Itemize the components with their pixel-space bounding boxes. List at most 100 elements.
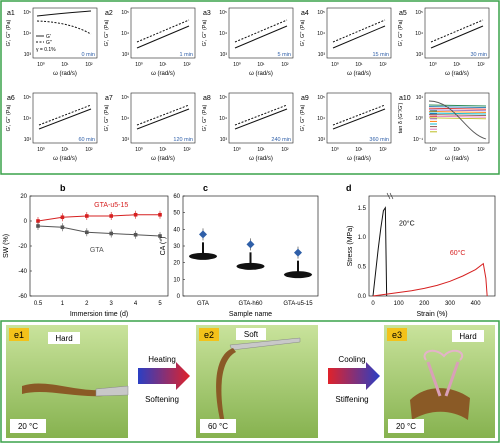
panel-c: c 60 50 40 30 20 10 0 GTA GTA-h60 GTA-u5-15 Sample… <box>159 183 319 318</box>
a1-ylabel: G', G'' (Pa) <box>6 19 12 46</box>
a9-gprime-line <box>332 108 386 130</box>
a3-ytick: 10³ <box>220 52 228 58</box>
panel-b-label: b <box>60 183 66 193</box>
a1-xlabel: ω (rad/s) <box>53 71 77 77</box>
chart-d-axis-break <box>386 192 394 200</box>
e1-temp: 20 °C <box>18 422 38 431</box>
chart-d-axes <box>368 195 496 297</box>
chart-b-point <box>85 214 89 218</box>
a7-time: 120 min <box>173 137 193 143</box>
chart-d-line-60c <box>372 262 488 297</box>
chart-b-xtick: 5 <box>158 301 162 307</box>
a9-xtick: 10² <box>379 147 387 153</box>
a10-xtick: 10² <box>477 147 485 153</box>
chart-b-xlabel: Immersion time (d) <box>70 311 128 318</box>
chart-b-point <box>158 212 162 217</box>
chart-d-ytick: 0.5 <box>358 265 367 271</box>
a4-time: 15 min <box>372 52 389 58</box>
a3-xtick: 10¹ <box>257 62 265 68</box>
a10-tan-series <box>428 115 487 118</box>
a3-gdoubleprime-line <box>234 19 288 43</box>
a8-label: a8 <box>203 95 211 102</box>
a1-ytick: 10⁵ <box>23 10 31 16</box>
a9-time: 360 min <box>369 137 389 143</box>
chart-b-point <box>133 232 138 237</box>
a10-tan-series <box>428 117 487 120</box>
a10-tan-series <box>428 110 487 113</box>
a6-xtick: 10⁰ <box>37 147 45 153</box>
a7-axes <box>130 92 196 144</box>
a8-ytick: 10⁴ <box>219 116 227 122</box>
a2-label: a2 <box>105 10 113 17</box>
panel-a9: a9 G', G'' (Pa) 10⁵ 10⁴ 10³ 10⁰ 10¹ 10² ω (rad/s… <box>300 92 392 162</box>
a8-ytick: 10³ <box>220 137 228 143</box>
e3-temp: 20 °C <box>396 422 416 431</box>
panel-a6: a6 G', G'' (Pa) 10⁵ 10⁴ 10³ 10⁰ 10¹ 10² ω (rad/s… <box>6 92 98 162</box>
chart-d-xlabel: Strain (%) <box>416 311 447 318</box>
chart-c-ytick: 30 <box>173 244 180 250</box>
a8-xtick: 10² <box>281 147 289 153</box>
arrow1-bottom: Softening <box>145 395 179 404</box>
chart-d-series-label-60c: 60°C <box>450 249 466 257</box>
a1-axes <box>32 7 98 59</box>
a7-xtick: 10¹ <box>159 147 167 153</box>
a8-time: 240 min <box>271 137 291 143</box>
a10-tan-series <box>428 107 487 110</box>
panel-a2: a2 G', G'' (Pa) 10⁵ 10⁴ 10³ 10⁰ 10¹ 10² ω (rad/s… <box>104 7 196 77</box>
a3-xtick: 10² <box>281 62 289 68</box>
a7-ytick: 10⁴ <box>121 116 129 122</box>
chart-c: 60 50 40 30 20 10 0 GTA GTA-h60 GTA-u5-15 Sample n… <box>159 194 319 318</box>
a5-ytick: 10⁵ <box>415 10 423 16</box>
photo-e1: e1 Hard 20 °C <box>6 325 129 438</box>
a2-gdoubleprime-line <box>136 19 190 43</box>
a9-ytick: 10³ <box>318 137 326 143</box>
chart-b-xtick: 2 <box>85 301 89 307</box>
a9-axes <box>326 92 392 144</box>
chart-d-line-20c <box>372 206 388 297</box>
a4-label: a4 <box>301 10 309 17</box>
e2-state: Soft <box>244 330 259 339</box>
chart-b-ytick: 20 <box>20 194 27 200</box>
chart-c-ytick: 0 <box>177 294 181 300</box>
e1-state: Hard <box>55 334 72 343</box>
chart-c-xtick: GTA-u5-15 <box>283 301 313 307</box>
chart-b-ytick: 0 <box>24 219 28 225</box>
a10-tan-series <box>428 104 487 107</box>
panel-b: b 20 0 -20 -40 -60 0.5 1 2 3 4 5 Immersion time (d)… <box>3 183 169 318</box>
a4-axes <box>326 7 392 59</box>
arrow1-top: Heating <box>148 355 176 364</box>
a1-gdoubleprime-line <box>36 20 92 35</box>
chart-c-needle-icon <box>202 242 204 254</box>
a6-label: a6 <box>7 95 15 102</box>
chart-d-xtick: 200 <box>419 301 430 307</box>
panel-a7: a7 G', G'' (Pa) 10⁵ 10⁴ 10³ 10⁰ 10¹ 10² ω (rad/s… <box>104 92 196 162</box>
a4-ytick: 10³ <box>318 52 326 58</box>
a8-xlabel: ω (rad/s) <box>249 156 273 162</box>
chart-b-point <box>85 230 89 235</box>
a10-tan-series <box>428 106 487 109</box>
panel-a3: a3 G', G'' (Pa) 10⁵ 10⁴ 10³ 10⁰ 10¹ 10² ω (rad/s… <box>202 7 294 77</box>
a8-gprime-line <box>234 108 288 130</box>
chart-b-xtick: 0.5 <box>34 301 43 307</box>
a1-xtick: 10⁰ <box>37 62 45 68</box>
a1-legend-g2: G'' <box>46 40 52 46</box>
a2-xtick: 10¹ <box>159 62 167 68</box>
a6-axes <box>32 92 98 144</box>
a2-gprime-line <box>136 25 190 49</box>
chart-d-ytick: 0.0 <box>358 294 367 300</box>
a4-ytick: 10⁵ <box>317 10 325 16</box>
a10-tan-series-0min <box>428 100 487 140</box>
chart-c-ytick: 10 <box>173 277 180 283</box>
chart-b-point <box>36 219 40 223</box>
chart-b-xtick: 3 <box>110 301 114 307</box>
photo-e2: e2 Soft 60 °C <box>196 325 318 438</box>
a8-axes <box>228 92 294 144</box>
chart-d-series-label-20c: 20°C <box>399 219 415 227</box>
a1-strain: γ = 0.1% <box>36 47 56 53</box>
chart-c-point <box>246 240 255 249</box>
a5-time: 30 min <box>470 52 487 58</box>
chart-b-point <box>109 214 113 218</box>
a1-label: a1 <box>7 10 15 17</box>
chart-d-xtick: 100 <box>394 301 405 307</box>
